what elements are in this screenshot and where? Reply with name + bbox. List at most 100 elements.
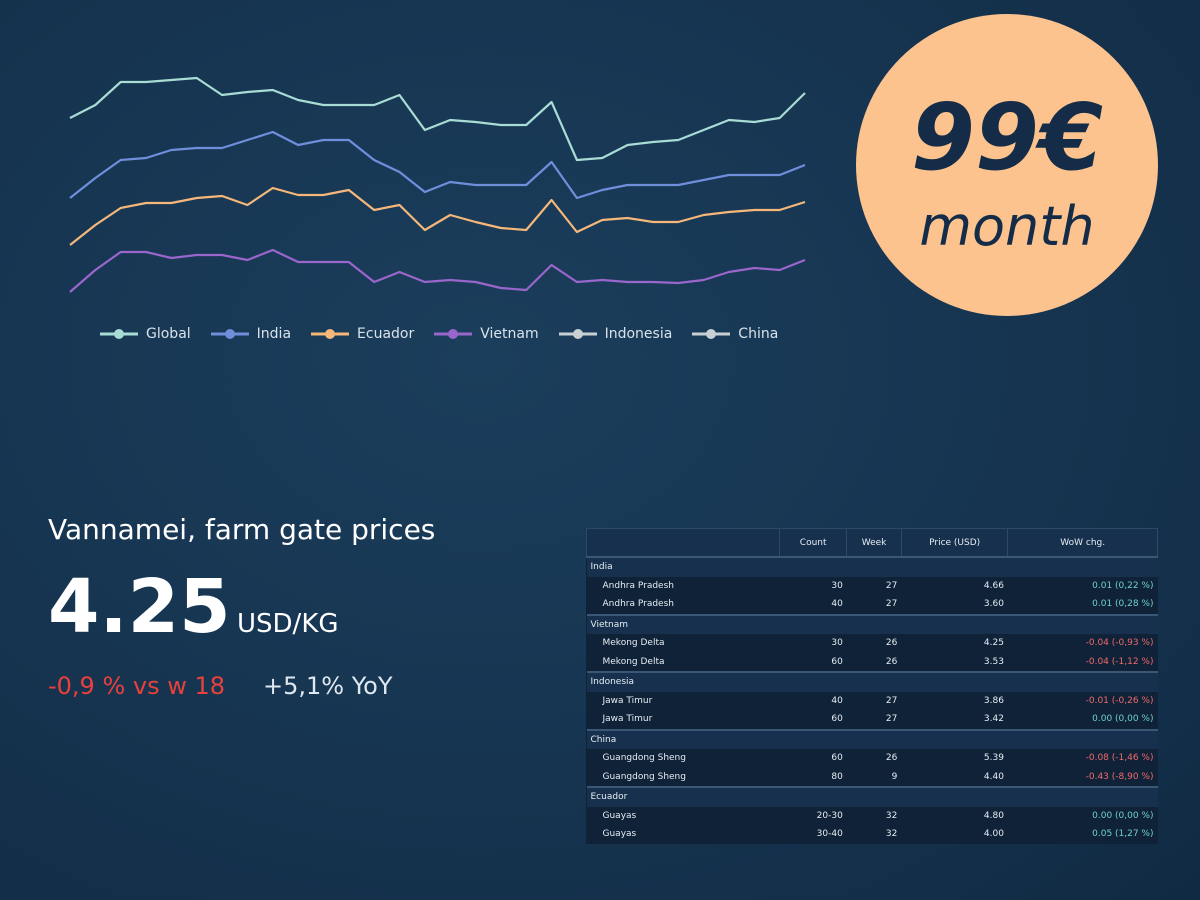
- table-cell: Guangdong Sheng: [602, 753, 686, 764]
- header-cell: Price (USD): [900, 528, 1009, 558]
- table-cell: 9: [891, 771, 898, 782]
- legend-item: India: [210, 326, 292, 342]
- table-cell: 32: [885, 829, 898, 840]
- table-cell: Jawa Timur: [602, 714, 653, 725]
- legend-label: China: [738, 326, 779, 342]
- table-cell: 27: [885, 599, 898, 610]
- table-cell: 60: [831, 753, 843, 764]
- table-cell: 30: [831, 580, 843, 591]
- table-cell: 5.39: [983, 753, 1004, 764]
- table-cell: 0.05 (1,27 %): [1092, 829, 1154, 840]
- table-cell: -0.04 (-1,12 %): [1085, 656, 1154, 667]
- table-cell: Jawa Timur: [602, 695, 653, 706]
- table-row: Guangdong Sheng 60 26 5.39 -0.08 (-1,46 %): [587, 749, 1158, 768]
- series-line: [69, 186, 806, 246]
- group-name: Vietnam: [586, 613, 1158, 634]
- table-cell: 27: [885, 714, 898, 725]
- group-row: India: [586, 556, 1158, 577]
- legend-item: Vietnam: [434, 326, 539, 342]
- group-name: Ecuador: [586, 786, 1158, 807]
- legend-marker: [692, 329, 731, 339]
- table-cell: -0.43 (-8,90 %): [1085, 771, 1154, 782]
- table-cell: Mekong Delta: [602, 656, 665, 667]
- table-cell: Guayas: [602, 829, 637, 840]
- legend-dot: [706, 329, 717, 339]
- legend-dot: [114, 329, 124, 339]
- table-row: Guayas 20-30 32 4.80 0.00 (0,00 %): [587, 807, 1158, 826]
- legend-dot: [224, 329, 235, 339]
- headline-price: 4.25: [48, 564, 231, 650]
- legend-marker: [311, 329, 350, 339]
- legend-label: Ecuador: [357, 326, 415, 342]
- table-cell: 0.00 (0,00 %): [1092, 714, 1154, 725]
- price-badge: 99€ month: [856, 14, 1158, 316]
- table-cell: Andhra Pradesh: [602, 599, 674, 610]
- legend-label: Global: [146, 326, 191, 342]
- table-cell: 4.00: [983, 829, 1004, 840]
- table-cell: -0.04 (-0,93 %): [1085, 638, 1154, 649]
- table-row: Guangdong Sheng 80 9 4.40 -0.43 (-8,90 %): [587, 768, 1158, 788]
- table-cell: 30-40: [816, 829, 843, 840]
- table-cell: 3.42: [983, 714, 1004, 725]
- series-line: [69, 76, 806, 162]
- table-cell: 4.40: [983, 771, 1004, 782]
- table-cell: 4.25: [983, 638, 1004, 649]
- table-row: Jawa Timur 40 27 3.86 -0.01 (-0,26 %): [587, 692, 1158, 711]
- legend-marker: [558, 329, 597, 339]
- legend-marker: [100, 329, 138, 339]
- table-cell: 27: [885, 695, 898, 706]
- legend-item: Ecuador: [311, 326, 414, 342]
- legend-label: India: [256, 326, 292, 342]
- table-cell: 32: [885, 810, 898, 821]
- headline-unit: USD/KG: [237, 609, 339, 639]
- group-row: Vietnam: [586, 613, 1158, 634]
- legend-marker: [210, 329, 249, 339]
- table-cell: 40: [831, 695, 843, 706]
- table-row: Jawa Timur 60 27 3.42 0.00 (0,00 %): [587, 710, 1158, 730]
- table-cell: 40: [831, 599, 843, 610]
- header-cell: [586, 528, 780, 558]
- table-cell: 26: [885, 638, 898, 649]
- legend-marker: [434, 329, 473, 339]
- table-row: Mekong Delta 30 26 4.25 -0.04 (-0,93 %): [587, 634, 1158, 653]
- table-cell: -0.01 (-0,26 %): [1085, 695, 1154, 706]
- table-cell: 0.01 (0,28 %): [1092, 599, 1154, 610]
- weekly-change: -0,9 % vs w 18: [48, 672, 226, 700]
- legend-dot: [325, 329, 336, 339]
- group-name: China: [586, 728, 1158, 749]
- legend-dot: [572, 329, 583, 339]
- table-cell: 60: [831, 714, 843, 725]
- group-row: China: [586, 728, 1158, 749]
- legend-item: Global: [100, 326, 191, 342]
- table-cell: Andhra Pradesh: [602, 580, 674, 591]
- table-row: Mekong Delta 60 26 3.53 -0.04 (-1,12 %): [587, 653, 1158, 673]
- badge-price: 99€: [910, 84, 1104, 191]
- table-cell: 0.01 (0,22 %): [1092, 580, 1154, 591]
- header-cell: Week: [846, 528, 902, 558]
- line-chart: [69, 76, 806, 293]
- group-row: Indonesia: [586, 671, 1158, 692]
- table-cell: 26: [885, 656, 898, 667]
- table-cell: Mekong Delta: [602, 638, 665, 649]
- legend-label: Vietnam: [480, 326, 539, 342]
- table-cell: Guangdong Sheng: [602, 771, 686, 782]
- legend-item: China: [692, 326, 778, 342]
- table-row: Guayas 30-40 32 4.00 0.05 (1,27 %): [587, 825, 1158, 844]
- table-cell: 3.53: [983, 656, 1004, 667]
- group-name: Indonesia: [586, 671, 1158, 692]
- series-line: [69, 248, 806, 293]
- legend: Global India Ecuador Vietnam Indonesia China: [100, 326, 778, 342]
- group-name: India: [586, 556, 1158, 577]
- table-cell: Guayas: [602, 810, 637, 821]
- table-cell: 26: [885, 753, 898, 764]
- legend-item: Indonesia: [558, 326, 672, 342]
- table-cell: 4.80: [983, 810, 1004, 821]
- table-cell: 30: [831, 638, 843, 649]
- group-row: Ecuador: [586, 786, 1158, 807]
- badge-period: month: [919, 195, 1095, 258]
- table-cell: 80: [831, 771, 843, 782]
- header-cell: Count: [778, 528, 848, 558]
- table-cell: 60: [831, 656, 843, 667]
- table-row: Andhra Pradesh 30 27 4.66 0.01 (0,22 %): [587, 577, 1158, 596]
